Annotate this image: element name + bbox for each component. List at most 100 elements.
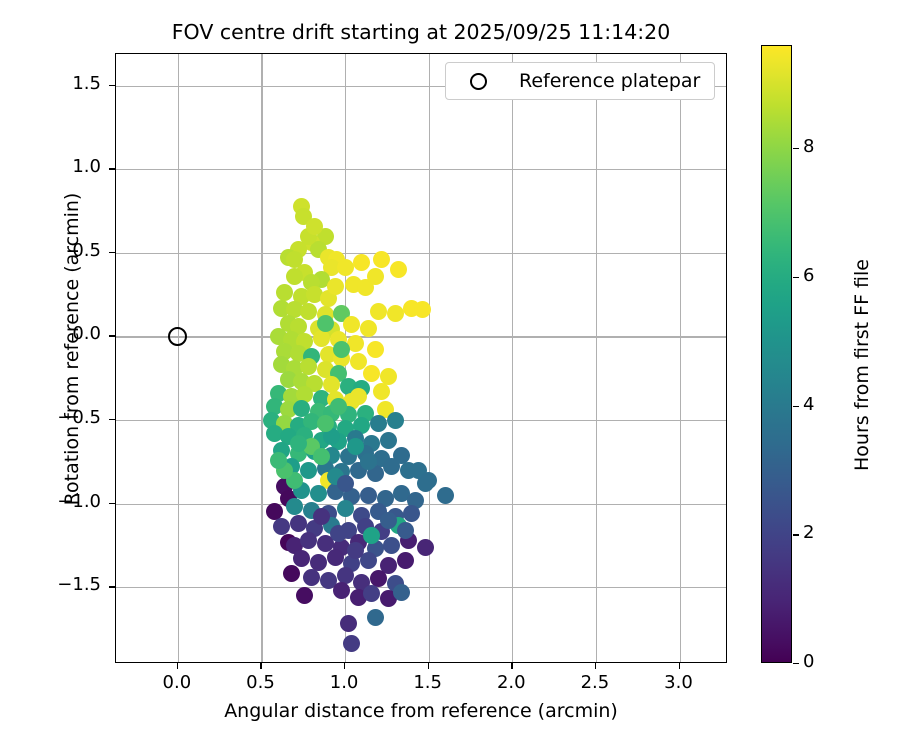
scatter-point <box>313 508 331 526</box>
scatter-point <box>266 503 284 521</box>
scatter-point <box>299 358 317 376</box>
scatter-point <box>359 486 377 504</box>
scatter-point <box>356 279 374 297</box>
y-axis-tick <box>109 168 115 170</box>
scatter-point <box>319 571 337 589</box>
colorbar-tick <box>793 276 799 279</box>
gridline-vertical <box>428 54 430 662</box>
y-axis-tick <box>109 335 115 337</box>
page-title: FOV centre drift starting at 2025/09/25 … <box>171 20 671 44</box>
scatter-point <box>343 635 361 653</box>
x-axis-tick-label: 0.0 <box>162 672 192 693</box>
scatter-point <box>323 259 341 277</box>
y-axis-tick <box>109 419 115 421</box>
scatter-point <box>299 531 317 549</box>
scatter-point <box>293 550 311 568</box>
x-axis-tick-label: 2.5 <box>580 672 610 693</box>
y-axis-tick-label: 0.0 <box>72 323 101 345</box>
scatter-point <box>296 386 314 404</box>
scatter-point <box>380 431 398 449</box>
scatter-point <box>296 586 314 604</box>
y-axis-tick-label: −0.5 <box>57 407 101 428</box>
scatter-point <box>393 485 411 503</box>
scatter-point <box>316 314 334 332</box>
scatter-point <box>393 446 411 464</box>
scatter-point <box>339 615 357 633</box>
scatter-point <box>299 302 317 320</box>
scatter-points-layer <box>116 54 726 662</box>
gridline-horizontal <box>116 587 726 589</box>
y-axis-tick <box>109 586 115 588</box>
scatter-point <box>349 388 367 406</box>
scatter-point <box>363 364 381 382</box>
scatter-point <box>289 317 307 335</box>
scatter-point <box>436 486 454 504</box>
scatter-point <box>380 368 398 386</box>
scatter-point <box>366 608 384 626</box>
scatter-point <box>346 438 364 456</box>
x-axis-tick <box>594 663 597 669</box>
gridline-vertical <box>177 54 179 662</box>
gridline-vertical <box>261 54 263 662</box>
scatter-point <box>333 581 351 599</box>
scatter-point <box>286 498 304 516</box>
scatter-point <box>353 254 371 272</box>
scatter-point <box>346 334 364 352</box>
gridline-vertical <box>595 54 597 662</box>
scatter-point <box>329 398 347 416</box>
colorbar-tick-label: 0 <box>803 651 815 672</box>
scatter-point <box>333 341 351 359</box>
scatter-point <box>370 414 388 432</box>
scatter-point <box>349 588 367 606</box>
scatter-point <box>269 384 287 402</box>
scatter-point <box>329 525 347 543</box>
scatter-point <box>286 536 304 554</box>
colorbar-label: Hours from first FF file <box>851 259 873 471</box>
scatter-point <box>370 302 388 320</box>
legend-box: Reference platepar <box>445 62 715 100</box>
scatter-point <box>266 424 284 442</box>
plot-axes <box>115 53 727 663</box>
scatter-point <box>393 583 411 601</box>
scatter-point <box>343 316 361 334</box>
scatter-point <box>293 287 311 305</box>
x-axis-tick <box>511 663 513 669</box>
scatter-point <box>273 356 291 374</box>
scatter-point <box>293 399 311 417</box>
scatter-point <box>286 301 304 319</box>
x-axis-tick <box>260 663 262 669</box>
scatter-point <box>306 286 324 304</box>
scatter-point <box>289 515 307 533</box>
y-axis-tick-label: −1.5 <box>57 574 101 596</box>
x-axis-tick <box>678 663 680 669</box>
scatter-point <box>346 541 364 559</box>
scatter-point <box>390 261 408 279</box>
scatter-point <box>370 570 388 588</box>
scatter-point <box>366 267 384 285</box>
gridline-horizontal <box>116 85 726 87</box>
scatter-point <box>316 361 334 379</box>
colorbar-tick <box>793 534 799 536</box>
scatter-point <box>373 383 391 401</box>
y-axis-tick-label: 0.5 <box>72 239 101 261</box>
scatter-point <box>386 304 404 322</box>
scatter-point <box>380 590 398 608</box>
scatter-point <box>286 267 304 285</box>
scatter-point <box>396 551 414 569</box>
scatter-point <box>283 565 301 583</box>
gridline-vertical <box>679 54 681 662</box>
scatter-point <box>323 428 341 446</box>
scatter-point <box>386 411 404 429</box>
scatter-point <box>269 451 287 469</box>
gridline-horizontal <box>116 252 726 254</box>
colorbar-tick <box>793 148 799 150</box>
y-axis-tick-label: −1.0 <box>57 490 101 512</box>
scatter-point <box>289 344 307 362</box>
gridline-horizontal <box>116 169 726 171</box>
scatter-point <box>383 458 401 476</box>
scatter-point <box>406 491 424 509</box>
scatter-point <box>306 217 324 235</box>
colorbar <box>761 45 792 663</box>
colorbar-tick <box>793 663 799 665</box>
